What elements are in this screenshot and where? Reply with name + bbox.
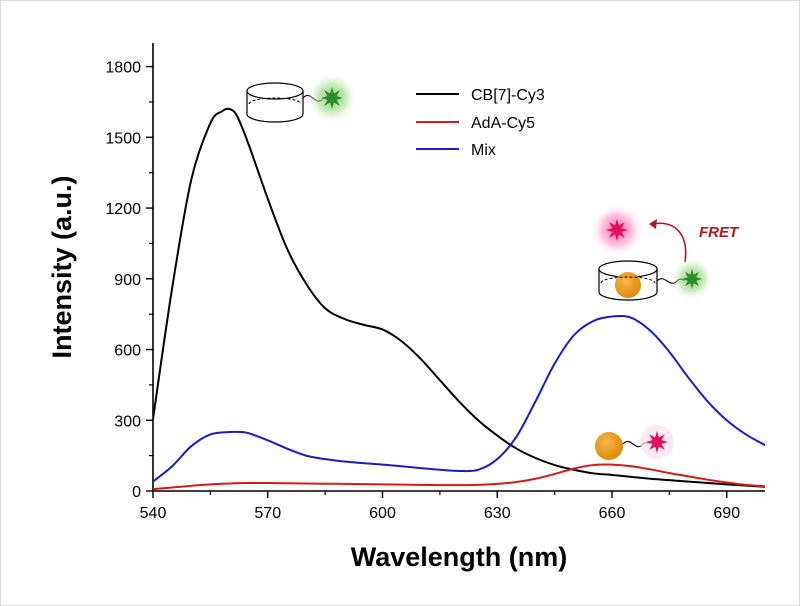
x-tick-label: 600 [369, 505, 396, 522]
adamantane-bead-icon [595, 432, 623, 460]
axes [152, 43, 765, 492]
legend-label-1: AdA-Cy5 [471, 115, 535, 132]
y-tick-label: 300 [114, 413, 141, 430]
x-tick-label: 690 [713, 505, 740, 522]
fret-arrowhead-icon [649, 219, 657, 229]
x-tick-label: 540 [140, 505, 167, 522]
x-tick-label: 630 [484, 505, 511, 522]
series-group [153, 107, 765, 491]
y-axis-title: Intensity (a.u.) [47, 175, 77, 358]
fret-arrow-icon [651, 222, 687, 263]
cucurbituril-ring-icon [246, 82, 304, 123]
x-tick-label: 660 [599, 505, 626, 522]
ada-cy5-illustration [595, 425, 674, 460]
legend-label-0: CB[7]-Cy3 [471, 87, 545, 104]
y-ticks: 0 300 600 900 1200 1500 1800 [105, 60, 153, 501]
x-ticks: 540 570 600 630 660 690 [140, 491, 740, 522]
y-tick-label: 1200 [105, 201, 141, 218]
fret-complex-illustration: FRET [590, 203, 740, 301]
y-tick-label: 600 [114, 343, 141, 360]
adamantane-bead-icon [615, 272, 641, 298]
pink-star-icon [606, 219, 628, 241]
x-tick-label: 570 [254, 505, 281, 522]
series-line-cb-7-cy3 [153, 107, 765, 488]
legend: CB[7]-Cy3 AdA-Cy5 Mix [416, 87, 545, 159]
legend-label-2: Mix [471, 142, 496, 159]
x-axis-title: Wavelength (nm) [351, 542, 568, 572]
series-line-mix [153, 315, 765, 483]
series-line-ada-cy5 [153, 463, 765, 491]
green-star-icon [682, 269, 702, 289]
cb7-cy3-illustration [246, 72, 358, 124]
y-tick-label: 1500 [105, 130, 141, 147]
fret-label: FRET [699, 224, 740, 241]
y-tick-label: 0 [132, 484, 141, 501]
pink-star-icon [646, 431, 668, 453]
y-tick-label: 1800 [105, 60, 141, 77]
y-tick-label: 900 [114, 272, 141, 289]
green-star-icon [321, 87, 343, 109]
